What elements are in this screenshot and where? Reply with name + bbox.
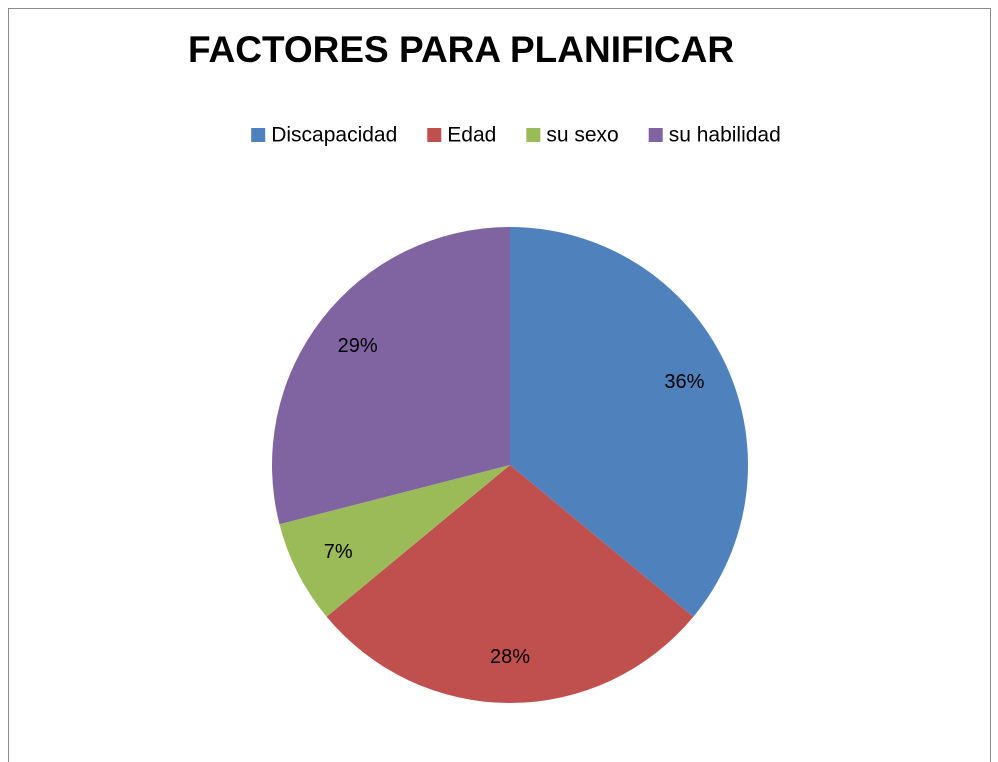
legend-swatch [648,128,663,142]
pie-slice [272,227,510,525]
chart-title: FACTORES PARA PLANIFICAR [188,29,734,70]
legend-label: Discapacidad [271,124,397,147]
legend-swatch [427,128,442,142]
pie-slice [510,227,748,617]
pie-slice [326,465,694,704]
data-label: 28% [490,646,530,668]
data-label: 29% [338,335,378,357]
data-label: 7% [324,541,353,563]
pie-slice [279,465,510,617]
legend-label: su sexo [546,124,618,147]
legend-label: su habilidad [669,124,781,147]
legend-label: Edad [447,124,496,147]
legend-swatch [526,128,541,142]
legend-swatch [251,128,266,142]
chart-border [8,8,991,762]
data-label: 36% [664,371,704,393]
